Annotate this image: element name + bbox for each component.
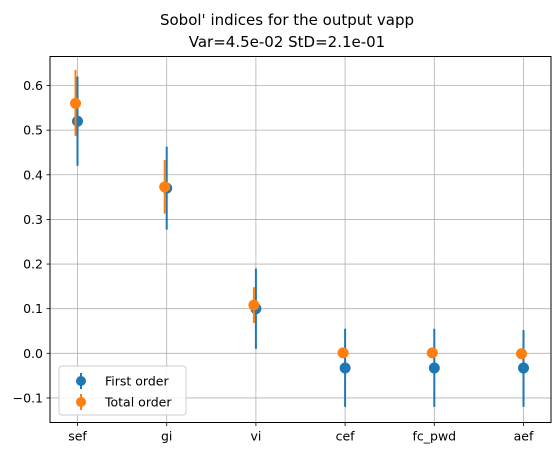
- data-point: [337, 347, 349, 359]
- x-axis-ticks: sef gi vi cef fc_pwd aef: [68, 422, 534, 444]
- x-tick-label: gi: [161, 429, 172, 444]
- plot-frame: [49, 56, 552, 423]
- data-point: [426, 347, 438, 359]
- legend-box: [58, 365, 187, 416]
- y-tick-label: 0.1: [23, 301, 43, 316]
- y-tick-label: 0.2: [23, 257, 43, 272]
- data-point: [70, 97, 81, 109]
- y-tick-label: −0.1: [13, 390, 43, 405]
- x-tick-label: fc_pwd: [412, 429, 456, 444]
- legend-item-total-order: Total order: [76, 394, 172, 410]
- data-point: [518, 362, 529, 374]
- data-point: [516, 348, 527, 360]
- grid-lines: [50, 56, 551, 423]
- legend-item-first-order: First order: [76, 373, 169, 389]
- legend-label-first-order: First order: [105, 374, 169, 389]
- chart-title-line-2: Var=4.5e-02 StD=2.1e-01: [189, 33, 385, 51]
- legend-marker-total-order: [76, 397, 86, 407]
- series-first-order: [72, 76, 529, 407]
- x-tick-label: vi: [250, 429, 261, 444]
- data-point: [159, 181, 171, 193]
- y-tick-label: 0.6: [23, 78, 43, 93]
- y-tick-label: 0.3: [23, 212, 43, 227]
- y-axis-ticks: −0.1 0.0 0.1 0.2 0.3 0.4 0.5 0.6: [13, 78, 50, 405]
- y-tick-label: 0.5: [23, 123, 43, 138]
- y-tick-label: 0.4: [23, 167, 43, 182]
- data-point: [248, 299, 260, 311]
- x-tick-label: cef: [336, 429, 356, 444]
- data-point: [339, 362, 351, 374]
- x-tick-label: aef: [514, 429, 534, 444]
- series-total-order: [70, 69, 527, 360]
- x-tick-label: sef: [68, 429, 87, 444]
- legend: First order Total order: [58, 365, 187, 416]
- data-point: [72, 115, 83, 127]
- legend-marker-first-order: [76, 376, 86, 386]
- data-point: [428, 362, 440, 374]
- legend-label-total-order: Total order: [104, 395, 172, 410]
- y-tick-label: 0.0: [23, 346, 43, 361]
- chart-title-line-1: Sobol' indices for the output vapp: [160, 11, 414, 29]
- data-marks: [70, 69, 529, 407]
